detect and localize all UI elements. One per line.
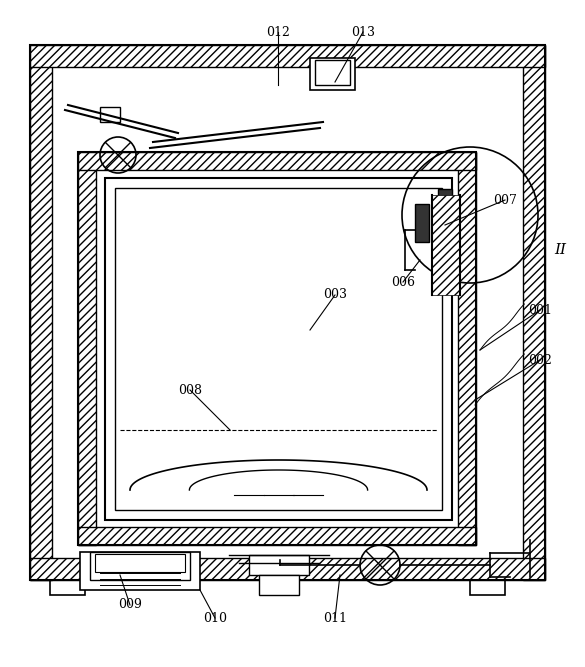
Bar [100, 107, 120, 122]
Bar [432, 195, 460, 295]
Bar [415, 204, 429, 242]
Text: 007: 007 [493, 193, 517, 207]
Bar [95, 554, 185, 572]
Bar [30, 45, 545, 580]
Bar [115, 188, 442, 510]
Text: 003: 003 [323, 289, 347, 301]
Text: 012: 012 [266, 25, 290, 39]
Bar [80, 552, 200, 590]
Text: 001: 001 [528, 303, 552, 317]
Bar [78, 152, 476, 170]
Bar [259, 575, 298, 595]
Bar [470, 580, 505, 595]
Bar [30, 45, 545, 67]
Bar [310, 58, 355, 90]
Text: 011: 011 [323, 612, 347, 624]
Bar [458, 152, 476, 545]
Bar [78, 527, 476, 545]
Bar [315, 60, 350, 85]
Bar [90, 552, 190, 580]
Bar [50, 580, 85, 595]
Text: II: II [554, 243, 566, 257]
Text: 008: 008 [178, 384, 202, 396]
Bar [30, 558, 545, 580]
Bar [78, 152, 96, 545]
Text: 009: 009 [118, 598, 142, 612]
Bar [523, 45, 545, 580]
Bar [30, 45, 52, 580]
Bar [78, 152, 476, 545]
Text: 010: 010 [203, 612, 227, 624]
Text: 006: 006 [391, 275, 415, 289]
Bar [249, 555, 308, 575]
Bar [438, 189, 452, 237]
Bar [105, 178, 452, 520]
Text: 002: 002 [528, 354, 552, 366]
Text: 013: 013 [351, 25, 375, 39]
